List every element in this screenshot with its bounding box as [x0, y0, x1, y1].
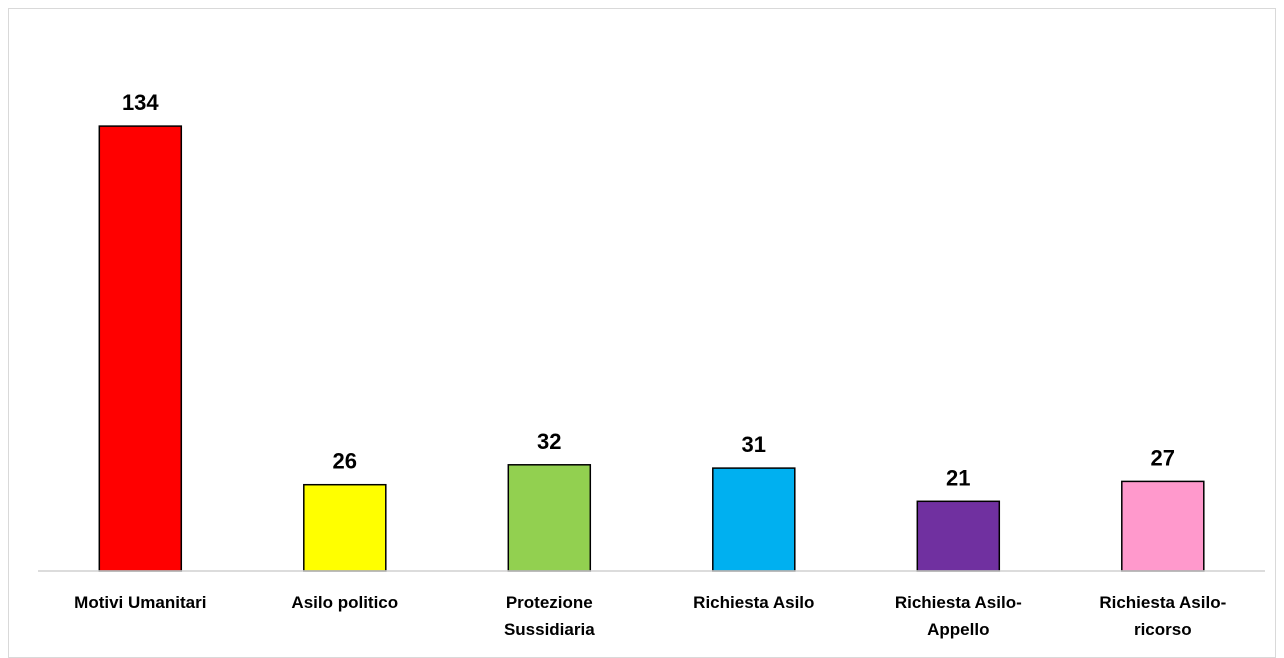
labels-layer: 134 26 32 31 21 27	[122, 90, 1175, 490]
bar-4	[712, 467, 796, 572]
data-label-3: 32	[537, 429, 561, 454]
category-label-3: Protezione Sussidiaria	[504, 593, 595, 639]
category-label-1: Motivi Umanitari	[74, 593, 206, 612]
category-label-line: Appello	[927, 620, 989, 639]
data-label-1: 134	[122, 90, 159, 115]
category-label-line: Protezione	[506, 593, 593, 612]
data-label-4: 31	[742, 432, 766, 457]
bar-6	[1121, 480, 1205, 572]
category-label-5: Richiesta Asilo- Appello	[895, 593, 1022, 639]
data-label-2: 26	[333, 449, 357, 474]
category-label-line: ricorso	[1134, 620, 1192, 639]
bar-5	[916, 500, 1001, 572]
bar-3	[507, 464, 592, 572]
category-label-line: Richiesta Asilo-	[895, 593, 1022, 612]
category-label-line: Motivi Umanitari	[74, 593, 206, 612]
category-labels-layer: Motivi Umanitari Asilo politico Protezione…	[74, 593, 1226, 639]
bar-2	[303, 483, 387, 572]
category-label-2: Asilo politico	[291, 593, 398, 612]
category-label-line: Richiesta Asilo-	[1099, 593, 1226, 612]
chart-frame	[8, 8, 1276, 658]
bars-layer	[98, 125, 1205, 572]
category-label-line: Richiesta Asilo	[693, 593, 814, 612]
category-label-line: Sussidiaria	[504, 620, 595, 639]
category-label-line: Asilo politico	[291, 593, 398, 612]
data-label-6: 27	[1151, 445, 1175, 470]
bar-1	[98, 125, 183, 572]
category-label-4: Richiesta Asilo	[693, 593, 814, 612]
data-label-5: 21	[946, 465, 970, 490]
category-label-6: Richiesta Asilo-ricorso	[1099, 593, 1226, 639]
